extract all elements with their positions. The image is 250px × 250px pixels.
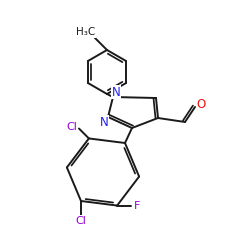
Text: N: N xyxy=(112,86,120,98)
Text: N: N xyxy=(100,116,108,128)
Text: H₃C: H₃C xyxy=(76,27,96,37)
Text: O: O xyxy=(196,98,205,112)
Text: Cl: Cl xyxy=(66,122,78,132)
Text: F: F xyxy=(134,200,140,210)
Text: Cl: Cl xyxy=(76,216,86,226)
